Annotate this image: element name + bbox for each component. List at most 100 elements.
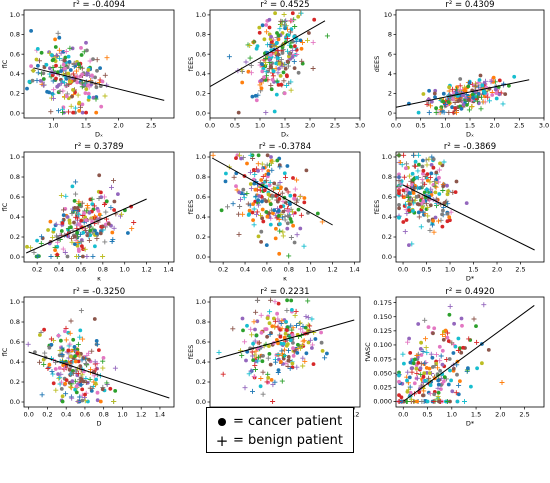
cancer-point: [79, 53, 84, 57]
x-tick-label: 2.5: [514, 122, 524, 130]
benign-point: [246, 371, 252, 377]
benign-point: [61, 207, 66, 213]
cancer-point: [290, 55, 295, 59]
cancer-point: [428, 203, 433, 208]
benign-point: [86, 237, 92, 243]
benign-point: [257, 82, 263, 88]
benign-point: [301, 338, 307, 344]
benign-point: [292, 186, 298, 192]
cancer-point: [428, 383, 433, 388]
cancer-point: [251, 168, 256, 172]
benign-point: [58, 379, 64, 385]
benign-point: [259, 167, 265, 172]
benign-point: [50, 65, 56, 70]
cancer-point: [421, 92, 426, 96]
x-axis-label: κ: [97, 275, 101, 283]
cancer-point: [62, 58, 67, 63]
benign-point: [77, 394, 83, 400]
benign-point: [294, 323, 299, 329]
cancer-point: [467, 97, 471, 102]
benign-point: [402, 229, 408, 235]
benign-point: [75, 240, 81, 246]
cancer-point: [42, 327, 46, 332]
cancer-point: [60, 399, 65, 404]
cancer-point: [422, 190, 427, 195]
cancer-point: [490, 93, 495, 97]
benign-point: [286, 253, 292, 259]
benign-point: [57, 55, 63, 61]
benign-point: [294, 177, 300, 183]
benign-point: [429, 222, 435, 228]
benign-point: [254, 209, 260, 215]
benign-point: [280, 229, 286, 235]
fit-line: [402, 184, 535, 251]
cancer-point: [456, 392, 461, 397]
x-tick-label: 0.0: [205, 122, 215, 130]
cancer-point: [59, 229, 64, 233]
x-tick-label: 1.4: [349, 266, 359, 274]
cancer-point: [273, 11, 277, 16]
benign-point: [469, 104, 475, 110]
cancer-point: [260, 23, 265, 28]
x-axis-label: D: [96, 420, 101, 428]
benign-point: [310, 39, 316, 45]
cancer-point: [245, 323, 249, 328]
y-tick-label: 0.6: [196, 338, 206, 346]
cancer-point: [239, 156, 244, 161]
benign-point: [260, 369, 266, 375]
benign-point: [45, 366, 51, 371]
cancer-point: [418, 347, 423, 351]
y-axis-label: flC: [1, 202, 9, 211]
benign-point: [59, 80, 65, 86]
benign-point: [84, 254, 90, 259]
cancer-point: [451, 97, 455, 102]
benign-point: [272, 299, 278, 305]
benign-point: [73, 179, 79, 185]
x-tick-label: 1.0: [445, 266, 455, 274]
benign-point: [396, 152, 402, 158]
cancer-point: [277, 66, 281, 71]
cancer-point: [292, 240, 297, 245]
cancer-point: [413, 185, 417, 190]
cancer-point: [467, 80, 472, 85]
benign-point: [220, 371, 226, 377]
cancer-point: [84, 110, 88, 115]
data-points: [25, 308, 118, 404]
cancer-point: [497, 78, 502, 83]
cancer-point: [277, 61, 282, 66]
cancer-point: [274, 41, 279, 45]
cancer-point: [446, 100, 451, 104]
cancer-point: [85, 48, 89, 53]
cancer-point: [486, 348, 491, 352]
benign-point: [303, 314, 309, 320]
benign-point: [454, 362, 460, 368]
data-points: [25, 173, 137, 259]
benign-point: [286, 348, 291, 354]
benign-point: [38, 240, 44, 246]
cancer-point: [279, 82, 284, 87]
benign-point: [309, 316, 315, 322]
cancer-point: [491, 75, 496, 80]
cancer-point: [63, 329, 67, 334]
y-tick-label: 0.4: [10, 213, 20, 221]
cancer-point: [478, 73, 483, 78]
benign-point: [300, 329, 306, 335]
y-tick-label: 4: [388, 70, 392, 78]
benign-point: [258, 212, 263, 218]
legend-item-cancer: = cancer patient: [215, 412, 345, 431]
benign-point: [39, 234, 45, 240]
benign-point: [418, 372, 424, 378]
benign-point: [79, 357, 85, 363]
cancer-point: [270, 77, 275, 82]
x-tick-label: 0.6: [262, 266, 272, 274]
y-tick-label: 0.8: [10, 173, 20, 181]
cancer-point: [100, 79, 105, 84]
cancer-point: [451, 366, 456, 371]
benign-point: [285, 189, 291, 195]
benign-point: [275, 48, 281, 54]
cancer-point: [281, 341, 286, 346]
cancer-point: [270, 194, 275, 198]
benign-point: [80, 336, 86, 342]
cancer-point: [54, 76, 58, 81]
benign-point: [237, 204, 243, 209]
